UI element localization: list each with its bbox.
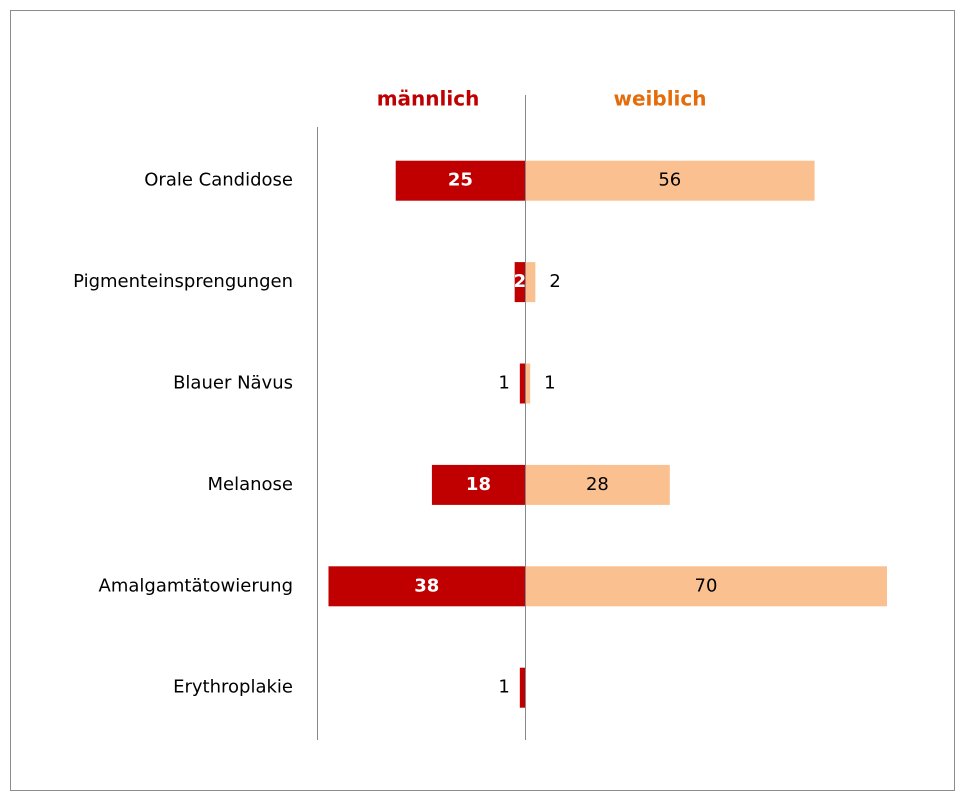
legend-female: weiblich — [613, 87, 706, 111]
category-label: Blauer Nävus — [173, 373, 293, 394]
value-label: 28 — [586, 474, 609, 495]
legend-male: männlich — [377, 87, 480, 111]
bar — [525, 160, 815, 201]
chart-border — [10, 10, 955, 791]
value-label: 25 — [448, 170, 473, 191]
bar — [525, 566, 887, 607]
value-label: 1 — [498, 373, 509, 394]
bar — [514, 262, 525, 303]
value-label: 70 — [695, 575, 718, 596]
value-label: 56 — [658, 170, 681, 191]
bar — [519, 667, 525, 708]
value-label: 1 — [544, 373, 555, 394]
category-label: Melanose — [207, 474, 293, 495]
category-label: Amalgamtätowierung — [99, 575, 293, 596]
value-label: 2 — [549, 271, 560, 292]
bar — [328, 566, 525, 607]
category-label: Orale Candidose — [144, 170, 293, 191]
bar — [525, 464, 670, 505]
value-label: 38 — [414, 575, 439, 596]
bar — [395, 160, 525, 201]
value-label: 2 — [514, 271, 527, 292]
bar — [519, 363, 525, 404]
value-label: 1 — [498, 677, 509, 698]
bar — [525, 363, 531, 404]
category-label: Erythroplakie — [173, 677, 293, 698]
bar — [525, 262, 536, 303]
value-label: 18 — [466, 474, 491, 495]
bar — [431, 464, 525, 505]
category-label: Pigmenteinsprengungen — [73, 271, 293, 292]
